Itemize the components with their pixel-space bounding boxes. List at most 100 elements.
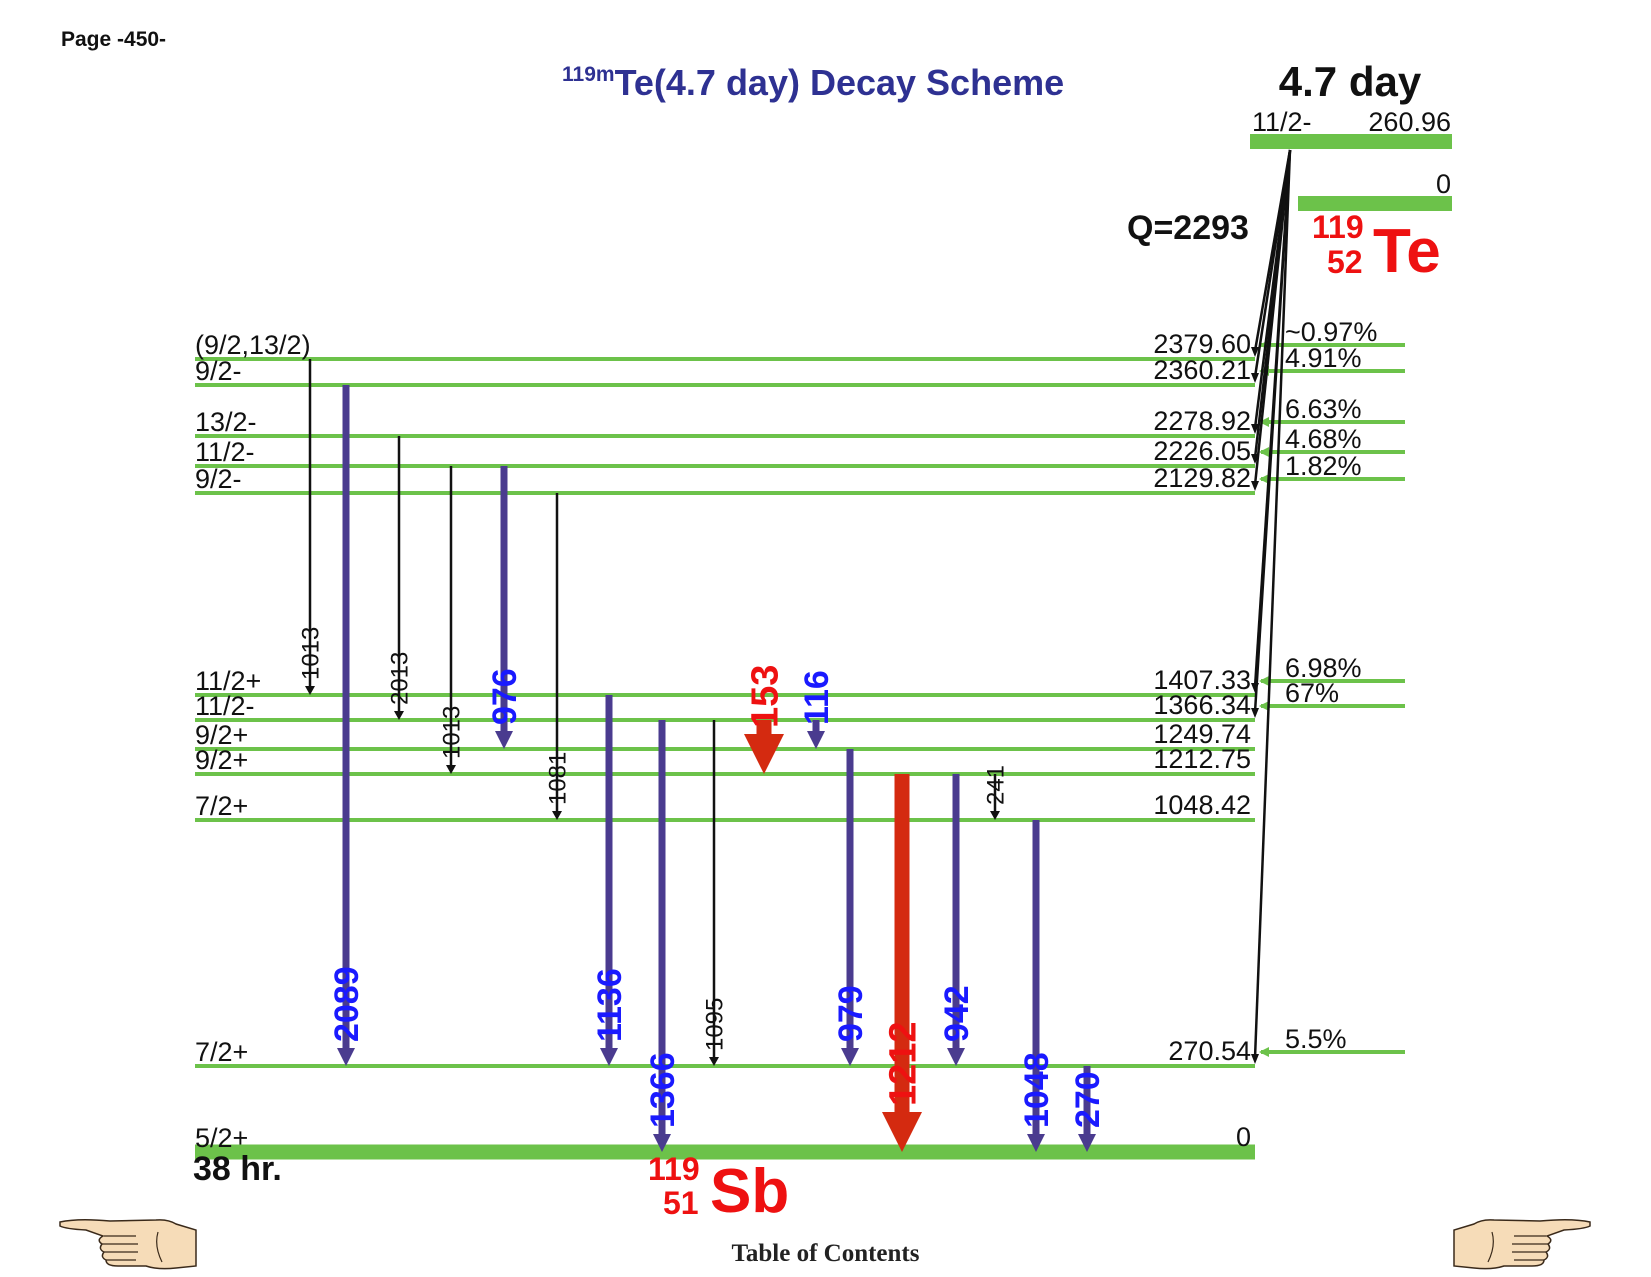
gamma-arrowhead [947, 1048, 965, 1066]
level-spin-label: 13/2- [195, 407, 257, 437]
beta-feed-intensity: ~0.97% [1285, 317, 1377, 347]
gamma-arrowhead [807, 731, 825, 749]
level-energy-label: 1048.42 [1153, 790, 1251, 820]
gamma-energy-label: 1136 [591, 968, 629, 1042]
daughter-symbol: Sb [710, 1157, 789, 1226]
gamma-energy-label: 1366 [644, 1052, 682, 1128]
gamma-arrowhead [990, 811, 1000, 820]
beta-feed-line [1253, 149, 1292, 486]
level-energy-label: 2278.92 [1153, 406, 1251, 436]
level-spin-label: 9/2- [195, 464, 242, 494]
level-energy-label: 0 [1236, 1122, 1251, 1152]
level-energy-label: 1407.33 [1153, 665, 1251, 695]
gamma-arrowhead [600, 1048, 618, 1066]
daughter-halflife: 38 hr. [193, 1150, 282, 1188]
beta-feed-arrowhead [1251, 1054, 1259, 1064]
gamma-energy-label: 241 [982, 765, 1009, 805]
gamma-arrowhead [446, 765, 456, 774]
level-energy-label: 1366.34 [1153, 690, 1251, 720]
title-main: Te(4.7 day) Decay Scheme [614, 62, 1065, 103]
level-spin-label: 9/2- [195, 356, 242, 386]
beta-feed-arrowhead [1251, 481, 1259, 491]
beta-feed-arrowhead [1251, 347, 1259, 357]
parent-halflife: 4.7 day [1279, 58, 1422, 105]
parent-ground-level [1298, 196, 1452, 211]
gamma-energy-label: 976 [486, 668, 524, 725]
gamma-arrowhead [305, 686, 315, 695]
parent-mass-number: 119 [1312, 209, 1364, 245]
beta-feed-intensity: 4.91% [1285, 343, 1362, 373]
gamma-energy-label: 1081 [544, 752, 571, 805]
gamma-arrowhead [337, 1048, 355, 1066]
level-spin-label: 9/2+ [195, 720, 248, 750]
gamma-arrowhead [552, 811, 562, 820]
beta-feed-arrowhead [1251, 708, 1259, 718]
level-spin-label: 7/2+ [195, 1037, 248, 1067]
gamma-arrowhead [1027, 1134, 1045, 1152]
prev-page-button[interactable] [58, 1210, 198, 1272]
gamma-energy-label: 2089 [328, 966, 366, 1042]
gamma-arrowhead [744, 734, 784, 774]
gamma-arrowhead [709, 1057, 719, 1066]
level-spin-label: 9/2+ [195, 745, 248, 775]
gamma-energy-label: 1212 [882, 1021, 924, 1106]
toc-label: Table of Contents [731, 1240, 920, 1267]
level-energy-label: 2226.05 [1153, 436, 1251, 466]
beta-feed-intensity: 6.98% [1285, 653, 1362, 683]
beta-feed-line [1253, 149, 1292, 1059]
gamma-energy-label: 153 [744, 665, 786, 728]
gamma-energy-label: 1013 [297, 627, 324, 680]
level-spin-label: (9/2,13/2) [195, 330, 311, 360]
gamma-energy-label: 116 [798, 670, 836, 725]
page-label: Page -450- [61, 28, 167, 51]
beta-feed-arrowhead [1251, 424, 1259, 434]
beta-feed-marker-arrow [1259, 676, 1269, 686]
gamma-energy-label: 1095 [701, 998, 728, 1051]
parent-isomer-level [1250, 134, 1452, 149]
gamma-arrowhead [495, 731, 513, 749]
gamma-energy-label: 1013 [438, 706, 465, 759]
level-energy-label: 2360.21 [1153, 355, 1251, 385]
gamma-arrowhead [394, 711, 404, 720]
beta-feed-marker-arrow [1259, 1047, 1269, 1057]
level-energy-label: 1249.74 [1153, 719, 1251, 749]
beta-feed-arrowhead [1251, 373, 1259, 383]
daughter-atomic-number: 51 [663, 1185, 699, 1221]
table-of-contents-link[interactable]: Table of Contents [0, 1240, 1651, 1268]
gamma-energy-label: 2013 [386, 652, 413, 705]
level-energy-label: 2379.60 [1153, 329, 1251, 359]
beta-feed-marker-arrow [1259, 447, 1269, 457]
daughter-mass-number: 119 [648, 1151, 700, 1187]
beta-feed-marker-arrow [1259, 701, 1269, 711]
gamma-energy-label: 979 [832, 985, 870, 1042]
next-page-button[interactable] [1452, 1210, 1592, 1272]
gamma-arrowhead [653, 1134, 671, 1152]
beta-feed-intensity: 1.82% [1285, 451, 1362, 481]
level-energy-label: 1212.75 [1153, 744, 1251, 774]
parent-atomic-number: 52 [1327, 244, 1363, 280]
beta-feed-intensity: 5.5% [1285, 1024, 1347, 1054]
level-spin-label: 11/2+ [195, 666, 261, 696]
gamma-energy-label: 270 [1069, 1071, 1107, 1128]
gamma-arrowhead [841, 1048, 859, 1066]
gamma-arrowhead [882, 1112, 922, 1152]
title-mass-prefix: 119m [562, 63, 615, 86]
level-spin-label: 5/2+ [195, 1123, 248, 1153]
level-energy-label: 270.54 [1168, 1036, 1251, 1066]
parent-ground-energy: 0 [1436, 169, 1451, 199]
level-spin-label: 11/2- [195, 691, 255, 721]
level-spin-label: 7/2+ [195, 791, 248, 821]
beta-feed-intensity: 6.63% [1285, 394, 1362, 424]
beta-feed-line [1253, 149, 1292, 713]
level-spin-label: 11/2- [195, 437, 255, 467]
level-energy-label: 2129.82 [1153, 463, 1251, 493]
parent-symbol: Te [1373, 217, 1441, 286]
gamma-arrowhead [1078, 1134, 1096, 1152]
gamma-energy-label: 1048 [1018, 1052, 1056, 1128]
page-title: 119mTe(4.7 day) Decay Scheme [562, 62, 1064, 104]
pointing-hand-left-icon [59, 1218, 197, 1270]
parent-isomer-energy: 260.96 [1368, 107, 1451, 137]
q-value: Q=2293 [1127, 209, 1249, 247]
beta-feed-marker-arrow [1259, 417, 1269, 427]
